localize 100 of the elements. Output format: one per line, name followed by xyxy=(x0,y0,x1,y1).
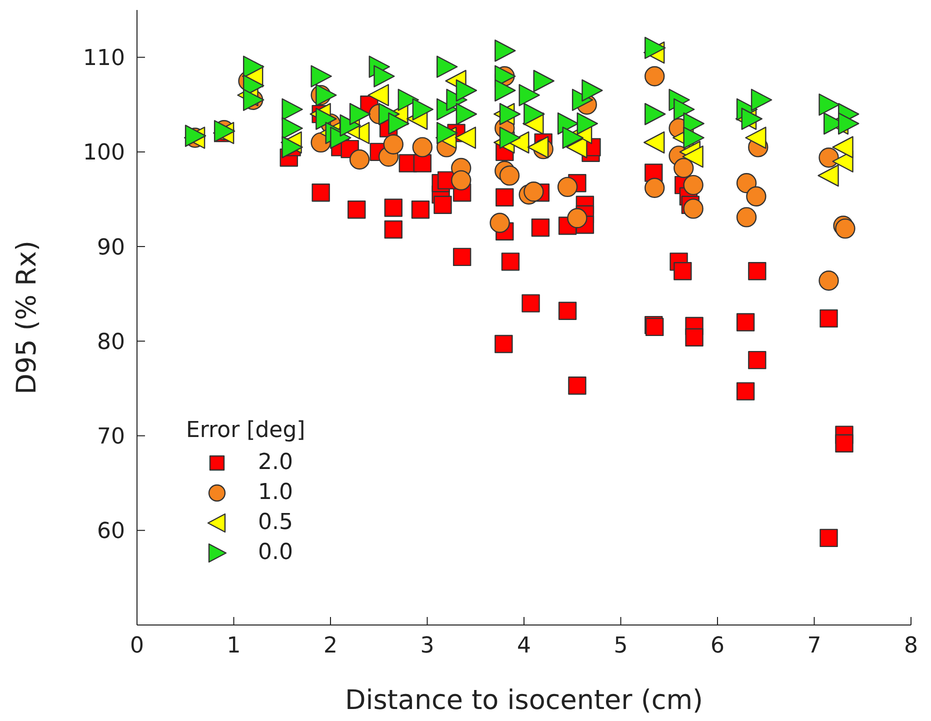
point xyxy=(282,117,303,140)
point xyxy=(818,270,839,291)
point xyxy=(524,102,545,126)
point xyxy=(835,434,854,452)
point xyxy=(384,198,402,217)
point xyxy=(348,200,366,219)
point xyxy=(383,134,404,154)
point xyxy=(533,70,554,92)
point xyxy=(644,66,665,86)
point xyxy=(736,382,755,400)
y-tick-label: 100 xyxy=(83,140,125,166)
point xyxy=(524,182,544,202)
point xyxy=(451,170,472,190)
point xyxy=(436,56,458,78)
point xyxy=(454,126,476,149)
point xyxy=(685,328,704,346)
y-tick-label: 80 xyxy=(97,330,125,355)
point xyxy=(558,302,577,320)
legend-title: Error [deg] xyxy=(186,417,306,445)
point xyxy=(644,102,666,126)
point xyxy=(496,188,514,206)
point xyxy=(411,200,430,219)
x-tick-label: 3 xyxy=(420,634,434,659)
legend-label: 2.0 xyxy=(258,449,293,477)
point xyxy=(818,94,840,116)
point xyxy=(384,220,402,239)
point xyxy=(374,65,395,88)
point xyxy=(398,88,419,111)
point xyxy=(748,262,766,280)
point xyxy=(745,126,766,149)
point xyxy=(499,102,521,126)
point xyxy=(349,149,370,170)
point xyxy=(674,98,695,120)
point xyxy=(557,112,579,135)
point xyxy=(452,248,472,266)
point xyxy=(490,212,510,233)
x-tick-label: 7 xyxy=(807,634,822,659)
point xyxy=(683,174,704,196)
point xyxy=(746,186,766,206)
point xyxy=(456,79,478,102)
point xyxy=(349,102,371,126)
point xyxy=(412,137,433,158)
point xyxy=(522,294,540,312)
point xyxy=(436,122,458,144)
y-tick-label: 60 xyxy=(97,519,125,544)
point xyxy=(644,178,665,198)
point xyxy=(736,173,757,194)
x-tick-label: 8 xyxy=(904,634,918,659)
point xyxy=(832,136,854,158)
y-tick-label: 70 xyxy=(97,424,125,450)
point xyxy=(499,126,521,149)
point xyxy=(567,208,588,228)
point xyxy=(501,252,520,271)
point xyxy=(644,36,666,59)
point xyxy=(674,158,694,178)
point xyxy=(412,98,434,120)
point xyxy=(368,84,389,106)
point xyxy=(576,112,598,135)
point xyxy=(736,207,757,228)
point xyxy=(494,40,516,62)
point xyxy=(518,84,540,106)
x-tick-label: 5 xyxy=(614,634,628,659)
point xyxy=(388,112,410,135)
legend-label: 0.0 xyxy=(258,539,293,567)
x-tick-label: 1 xyxy=(226,634,241,659)
x-tick-label: 4 xyxy=(517,634,531,659)
point xyxy=(818,164,839,187)
legend-label: 1.0 xyxy=(258,479,293,507)
point xyxy=(310,65,332,88)
point xyxy=(413,154,432,172)
point xyxy=(818,148,839,168)
point xyxy=(494,334,513,354)
point xyxy=(683,198,704,219)
point xyxy=(527,136,549,158)
point xyxy=(682,146,704,168)
point xyxy=(499,165,520,186)
point xyxy=(820,309,838,328)
point xyxy=(568,376,586,395)
point xyxy=(736,313,755,332)
point xyxy=(243,56,264,78)
point xyxy=(494,79,516,102)
y-tick-label: 110 xyxy=(83,46,125,72)
y-tick-label: 90 xyxy=(97,235,125,260)
x-tick-label: 0 xyxy=(130,634,144,659)
point xyxy=(644,131,665,154)
point xyxy=(456,102,478,126)
point xyxy=(582,79,603,102)
point xyxy=(748,350,766,370)
point xyxy=(820,528,838,548)
point xyxy=(562,126,584,149)
x-axis-title: Distance to isocenter (cm) xyxy=(344,685,704,716)
point xyxy=(312,184,330,202)
point xyxy=(282,98,303,120)
point xyxy=(683,126,704,149)
point xyxy=(557,176,578,198)
y-axis-title: D95 (% Rx) xyxy=(12,240,43,394)
legend-label: 0.5 xyxy=(258,509,293,537)
point xyxy=(330,126,352,149)
point xyxy=(741,108,762,130)
point xyxy=(750,88,772,111)
